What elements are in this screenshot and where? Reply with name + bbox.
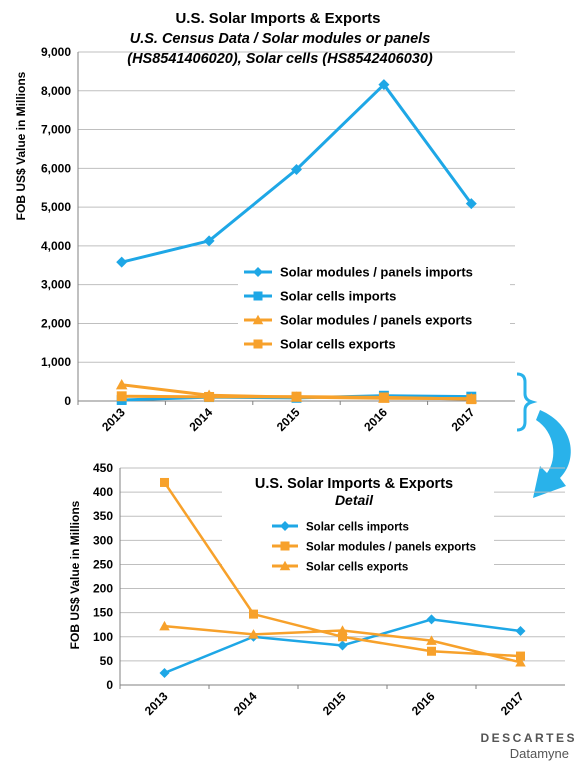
data-point xyxy=(203,235,215,247)
legend-label: Solar cells exports xyxy=(280,337,396,352)
data-point xyxy=(116,391,127,402)
data-point xyxy=(159,667,170,678)
data-point xyxy=(249,609,258,619)
top-series-group xyxy=(115,79,478,405)
x-tick-label: 2015 xyxy=(274,405,303,434)
x-tick-label: 2016 xyxy=(361,405,390,434)
legend-marker xyxy=(253,291,263,301)
data-point xyxy=(204,391,215,402)
data-point xyxy=(426,635,437,645)
top-legend: Solar modules / panels imports Solar cell… xyxy=(244,265,473,352)
legend-label: Solar modules / panels imports xyxy=(280,265,473,280)
y-tick-label: 100 xyxy=(93,630,113,644)
data-point xyxy=(116,256,128,268)
y-tick-label: 6,000 xyxy=(41,161,71,175)
x-tick-label: 2014 xyxy=(231,689,260,718)
y-tick-label: 5,000 xyxy=(41,200,71,214)
y-tick-label: 9,000 xyxy=(41,45,71,59)
y-tick-label: 300 xyxy=(93,533,113,547)
detail-subtitle: Detail xyxy=(335,492,374,508)
y-tick-label: 7,000 xyxy=(41,123,71,137)
legend-marker xyxy=(252,314,264,325)
data-point xyxy=(291,391,302,402)
connector-arrow-icon xyxy=(533,410,571,498)
y-tick-label: 3,000 xyxy=(41,278,71,292)
data-point xyxy=(248,629,259,639)
bottom-y-ticks: 0 50 100 150 200 250 300 350 400 450 xyxy=(93,461,113,692)
y-tick-label: 350 xyxy=(93,509,113,523)
y-tick-label: 1,000 xyxy=(41,355,71,369)
data-point xyxy=(378,79,390,91)
bottom-x-ticks: 2013 2014 2015 2016 2017 xyxy=(142,689,527,718)
chart-subtitle-line1: U.S. Census Data / Solar modules or pane… xyxy=(130,31,431,47)
x-tick-label: 2014 xyxy=(186,405,215,434)
y-tick-label: 50 xyxy=(100,654,114,668)
top-y-axis-label: FOB US$ Value in Millions xyxy=(14,71,28,220)
data-point xyxy=(337,625,348,635)
x-tick-label: 2015 xyxy=(320,689,349,718)
brace-shape xyxy=(516,372,538,432)
legend-marker xyxy=(280,541,290,551)
chart-title: U.S. Solar Imports & Exports xyxy=(175,10,380,27)
data-point xyxy=(516,651,525,661)
top-x-ticks: 2013 2014 2015 2016 2017 xyxy=(99,405,478,434)
legend-label: Solar modules / panels exports xyxy=(280,313,472,328)
y-tick-label: 8,000 xyxy=(41,84,71,98)
data-point xyxy=(337,640,348,651)
x-tick-label: 2017 xyxy=(498,689,527,718)
legend-marker xyxy=(253,339,263,349)
data-point xyxy=(426,614,437,625)
y-tick-label: 250 xyxy=(93,557,113,571)
bottom-legend: Solar cells imports Solar modules / panel… xyxy=(272,521,476,574)
x-tick-label: 2013 xyxy=(142,689,171,718)
y-tick-label: 150 xyxy=(93,606,113,620)
legend-label: Solar cells imports xyxy=(306,522,409,534)
legend-marker xyxy=(279,560,291,571)
y-tick-label: 0 xyxy=(64,394,71,408)
y-tick-label: 200 xyxy=(93,582,113,596)
legend-label: Solar cells exports xyxy=(306,562,408,574)
y-tick-label: 2,000 xyxy=(41,316,71,330)
y-tick-label: 450 xyxy=(93,461,113,475)
bottom-y-axis-label: FOB US$ Value in Millions xyxy=(68,500,82,649)
data-point xyxy=(466,394,477,405)
x-tick-label: 2013 xyxy=(99,405,128,434)
detail-title: U.S. Solar Imports & Exports xyxy=(255,476,453,492)
top-y-ticks: 0 1,000 2,000 3,000 4,000 5,000 6,000 7,000 8,00… xyxy=(41,45,71,408)
y-tick-label: 0 xyxy=(106,678,113,692)
x-tick-label: 2016 xyxy=(409,689,438,718)
legend-marker xyxy=(253,267,263,277)
y-tick-label: 4,000 xyxy=(41,239,71,253)
data-point xyxy=(291,163,302,175)
bottom-series-group xyxy=(159,477,526,678)
data-point xyxy=(115,378,128,390)
data-point xyxy=(465,198,477,210)
logo-brand: DESCARTES xyxy=(480,731,577,745)
logo-sub: Datamyne xyxy=(510,746,569,761)
data-point xyxy=(160,477,169,487)
legend-marker xyxy=(280,521,290,531)
x-tick-label: 2017 xyxy=(449,405,478,434)
data-point xyxy=(427,646,436,656)
data-point xyxy=(515,657,526,667)
data-point xyxy=(159,620,170,631)
legend-label: Solar cells imports xyxy=(280,289,396,304)
data-point xyxy=(515,625,526,636)
top-gridlines xyxy=(77,51,515,405)
chart-subtitle-line2: (HS8541406020), Solar cells (HS854240603… xyxy=(127,51,433,67)
data-point xyxy=(378,392,389,403)
y-tick-label: 400 xyxy=(93,485,113,499)
data-point xyxy=(338,632,347,642)
legend-label: Solar modules / panels exports xyxy=(306,542,476,554)
detail-title-box xyxy=(222,470,494,578)
top-legend-box xyxy=(238,258,510,358)
